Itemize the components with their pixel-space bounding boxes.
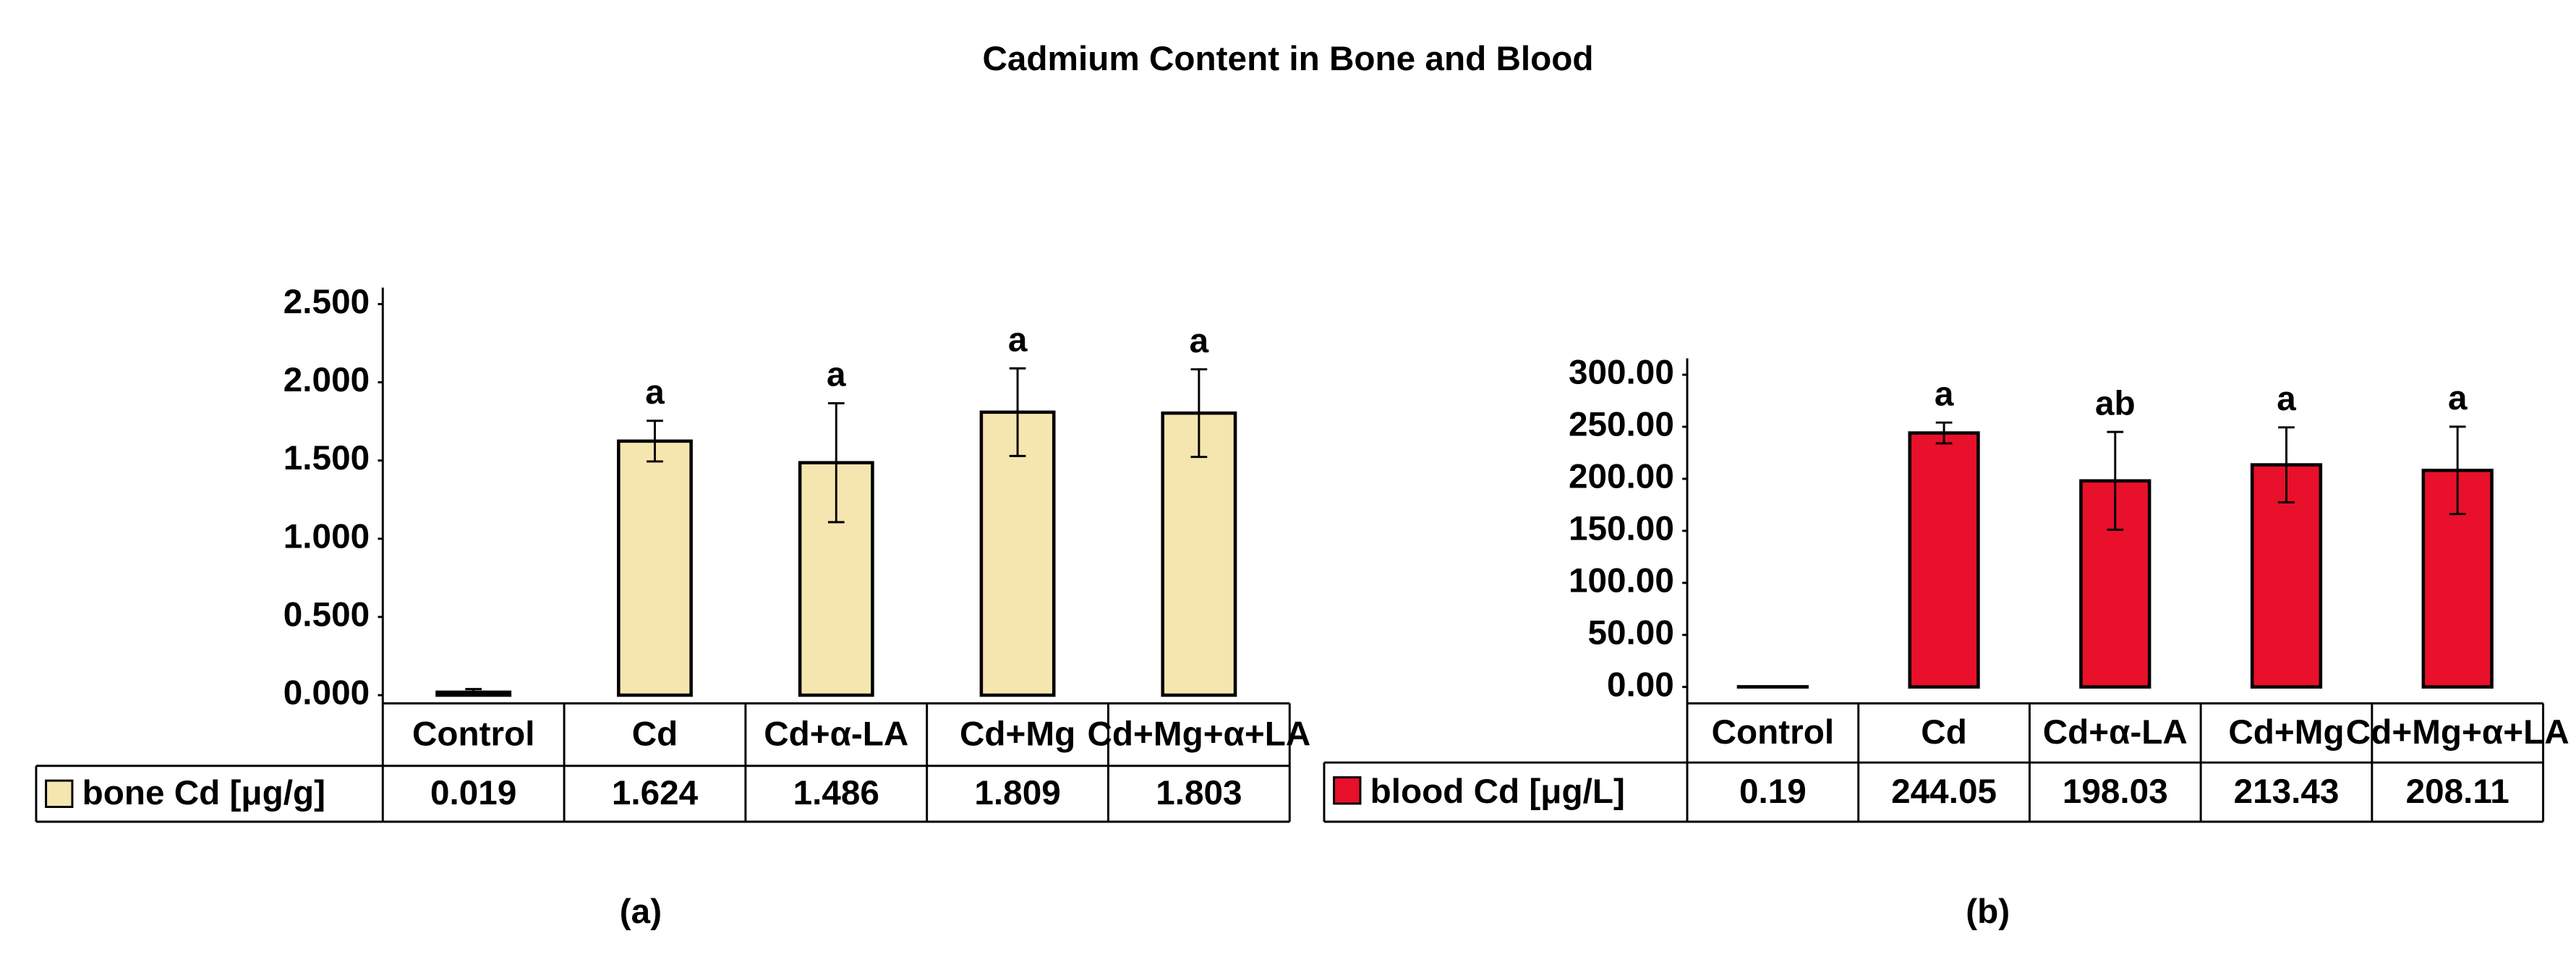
- y-tick-label: 50.00: [1588, 613, 1674, 652]
- y-tick-label: 150.00: [1569, 509, 1674, 548]
- x-tick-label: Cd+α-LA: [2043, 713, 2188, 752]
- x-tick-label: Control: [412, 715, 535, 753]
- x-tick-label: Cd+α-LA: [764, 715, 908, 753]
- y-tick-label: 1.500: [283, 439, 370, 477]
- legend-swatch: [1334, 778, 1360, 804]
- significance-letter: a: [2448, 379, 2468, 417]
- legend-swatch: [46, 780, 72, 807]
- figure-title: Cadmium Content in Bone and Blood: [982, 40, 1593, 78]
- value-label: 0.19: [1739, 773, 1807, 811]
- bar: [1910, 433, 1979, 687]
- significance-letter: a: [827, 356, 846, 394]
- x-tick-label: Cd+Mg: [960, 715, 1075, 753]
- legend-label: blood Cd [μg/L]: [1370, 773, 1625, 811]
- y-tick-label: 250.00: [1569, 406, 1674, 444]
- value-label: 244.05: [1891, 773, 1997, 811]
- value-label: 208.11: [2406, 773, 2509, 811]
- x-tick-label: Cd+Mg+α+LA: [2346, 713, 2569, 752]
- panel-label: (b): [1966, 893, 2010, 931]
- y-tick-label: 300.00: [1569, 354, 1674, 392]
- x-tick-label: Cd+Mg+α+LA: [1087, 715, 1310, 753]
- x-tick-label: Cd+Mg: [2228, 713, 2344, 752]
- y-tick-label: 0.500: [283, 596, 370, 634]
- y-tick-label: 1.000: [283, 517, 370, 556]
- x-tick-label: Cd: [1921, 713, 1967, 752]
- significance-letter: a: [1008, 321, 1028, 360]
- x-tick-label: Cd: [632, 715, 678, 753]
- y-tick-label: 2.000: [283, 361, 370, 399]
- y-tick-label: 200.00: [1569, 458, 1674, 496]
- legend-label: bone Cd [μg/g]: [82, 774, 325, 812]
- significance-letter: a: [2277, 380, 2296, 418]
- value-label: 0.019: [430, 774, 516, 812]
- value-label: 1.624: [612, 774, 699, 812]
- y-tick-label: 100.00: [1569, 561, 1674, 600]
- x-tick-label: Control: [1712, 713, 1835, 752]
- bar: [618, 441, 691, 695]
- significance-letter: a: [1935, 375, 1954, 413]
- significance-letter: a: [645, 373, 665, 412]
- value-label: 1.486: [793, 774, 879, 812]
- y-tick-label: 0.00: [1607, 665, 1674, 704]
- significance-letter: ab: [2095, 384, 2136, 422]
- panel-label: (a): [620, 893, 662, 931]
- value-label: 1.803: [1156, 774, 1242, 812]
- significance-letter: a: [1190, 322, 1209, 360]
- y-tick-label: 0.000: [283, 674, 370, 712]
- value-label: 198.03: [2063, 773, 2168, 811]
- value-label: 1.809: [974, 774, 1060, 812]
- value-label: 213.43: [2234, 773, 2340, 811]
- y-tick-label: 2.500: [283, 283, 370, 321]
